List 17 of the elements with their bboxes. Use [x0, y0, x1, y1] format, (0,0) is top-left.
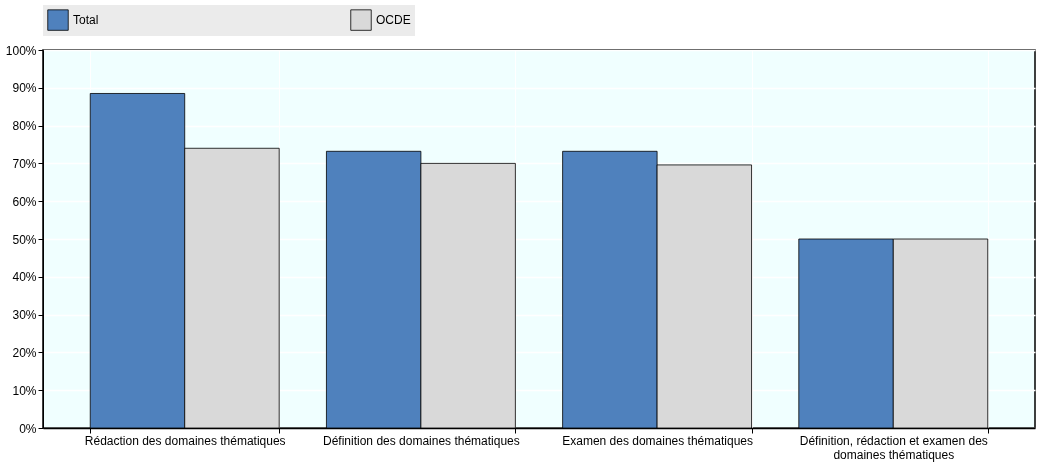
y-tick-label: 60%: [12, 194, 37, 209]
x-tick-label: Définition des domaines thématiques: [323, 433, 520, 448]
x-tick-label: Examen des domaines thématiques: [562, 433, 753, 448]
y-tick-label: 100%: [5, 43, 37, 58]
legend-label: Total: [73, 13, 99, 28]
y-tick-label: 30%: [12, 308, 37, 323]
y-tick-label: 50%: [12, 232, 37, 247]
y-tick-label: 40%: [12, 270, 37, 285]
y-tick-label: 80%: [12, 119, 37, 134]
y-tick-label: 90%: [12, 81, 37, 96]
y-tick-label: 70%: [12, 156, 37, 171]
y-tick-label: 0%: [19, 421, 37, 436]
y-tick-label: 10%: [12, 383, 37, 398]
y-tick-label: 20%: [12, 345, 37, 360]
x-tick-label: Définition, rédaction et examen des domaines thématiques: [799, 433, 988, 462]
x-tick-label: Rédaction des domaines thématiques: [84, 433, 286, 448]
legend-label: OCDE: [376, 13, 411, 28]
